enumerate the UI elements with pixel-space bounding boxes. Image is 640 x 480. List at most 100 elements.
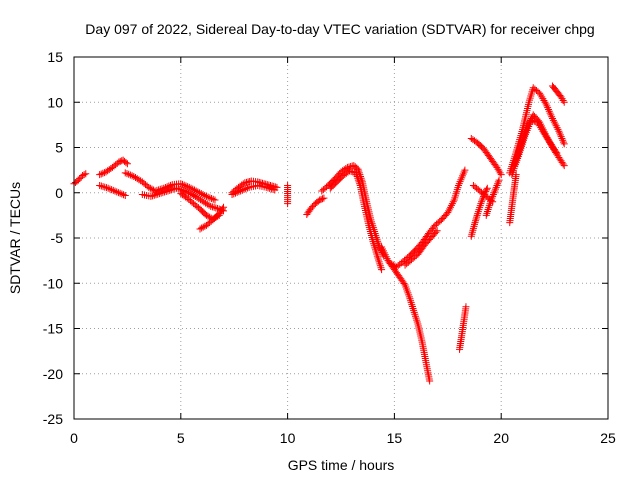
data-point — [201, 191, 209, 199]
y-tick-label: 5 — [55, 140, 63, 156]
data-point — [209, 195, 217, 203]
data-point — [410, 308, 418, 316]
data-point — [553, 149, 561, 157]
x-tick-label: 15 — [387, 430, 403, 446]
data-point — [548, 115, 556, 123]
data-point — [541, 98, 549, 106]
data-point — [407, 297, 415, 305]
data-point — [558, 134, 566, 142]
data-point — [181, 187, 189, 195]
data-point — [239, 180, 247, 188]
data-point — [545, 107, 553, 115]
data-point — [169, 185, 177, 193]
data-point — [356, 180, 364, 188]
data-point — [411, 312, 419, 320]
data-point — [184, 183, 192, 191]
data-point — [185, 183, 193, 191]
data-point — [157, 189, 165, 197]
data-point — [196, 189, 204, 197]
data-point — [184, 189, 192, 197]
data-point — [559, 138, 567, 146]
data-point — [560, 140, 568, 148]
data-point — [145, 183, 153, 191]
data-point — [210, 203, 218, 211]
data-point — [96, 171, 104, 179]
data-point — [118, 190, 126, 198]
data-point — [552, 122, 560, 130]
axis-ticks — [73, 56, 609, 420]
data-point — [187, 184, 195, 192]
data-point — [262, 183, 270, 191]
data-point — [495, 167, 503, 175]
data-points — [70, 82, 568, 385]
data-point — [100, 169, 108, 177]
data-point — [189, 185, 197, 193]
y-tick-label: -25 — [43, 411, 63, 427]
data-point — [411, 310, 419, 318]
y-tick-label: -5 — [51, 230, 64, 246]
data-point — [462, 303, 470, 311]
data-point — [549, 116, 557, 124]
data-point — [212, 204, 220, 212]
data-point — [553, 124, 561, 132]
data-point — [548, 113, 556, 121]
data-point — [557, 133, 565, 141]
data-point — [483, 184, 491, 192]
data-point — [444, 209, 452, 217]
series-track-b — [96, 156, 131, 179]
data-point — [118, 157, 126, 165]
data-point — [473, 213, 481, 221]
x-tick-label: 10 — [280, 430, 296, 446]
data-point — [238, 186, 246, 194]
data-point — [237, 187, 245, 195]
data-point — [155, 190, 163, 198]
data-point — [536, 122, 544, 130]
data-point — [267, 185, 275, 193]
x-tick-label: 5 — [177, 430, 185, 446]
data-point — [109, 186, 117, 194]
data-point — [477, 200, 485, 208]
x-tick-label: 0 — [70, 430, 78, 446]
data-point — [446, 205, 454, 213]
data-point — [179, 180, 187, 188]
data-point — [235, 188, 243, 196]
data-point — [536, 89, 544, 97]
data-point — [242, 185, 250, 193]
series-track-j — [284, 182, 292, 208]
data-point — [167, 186, 175, 194]
data-point — [376, 260, 384, 268]
data-point — [180, 181, 188, 189]
x-axis-label: GPS time / hours — [288, 457, 395, 473]
data-point — [205, 201, 213, 209]
data-point — [199, 191, 207, 199]
data-point — [220, 203, 228, 211]
data-point — [478, 198, 486, 206]
data-point — [494, 178, 502, 186]
data-point — [353, 172, 361, 180]
data-point — [122, 159, 130, 167]
data-point — [104, 184, 112, 192]
data-point — [375, 258, 383, 266]
data-point — [269, 185, 277, 193]
data-point — [208, 195, 216, 203]
data-point — [547, 111, 555, 119]
y-tick-labels: 15 10 5 0 -5 -10 -15 -20 -25 — [43, 49, 63, 427]
data-point — [186, 190, 194, 198]
x-tick-label: 20 — [493, 430, 509, 446]
data-point — [353, 171, 361, 179]
series-track-q — [456, 303, 470, 353]
data-point — [284, 200, 292, 208]
data-point — [559, 96, 567, 104]
data-point — [471, 219, 479, 227]
data-point — [207, 202, 215, 210]
data-point — [412, 314, 420, 322]
data-point — [148, 185, 156, 193]
data-point — [128, 172, 136, 180]
data-point — [74, 176, 82, 184]
x-tick-label: 25 — [600, 430, 616, 446]
data-point — [166, 186, 174, 194]
series-track-v — [506, 171, 520, 227]
data-point — [231, 189, 239, 197]
data-point — [159, 189, 167, 197]
data-point — [264, 184, 272, 192]
